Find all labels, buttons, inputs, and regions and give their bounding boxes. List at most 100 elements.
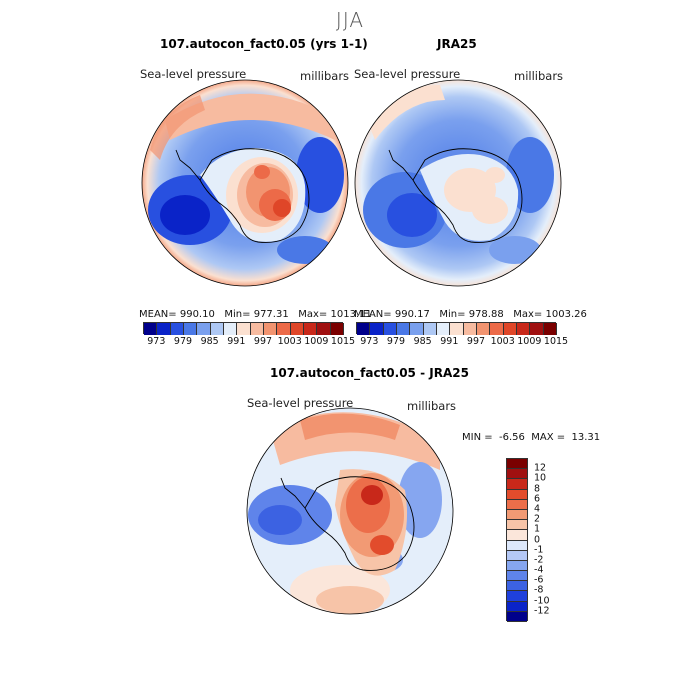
panel2-min-label: Min= bbox=[439, 309, 466, 320]
panel2-colorbar-ticks: 973 979 985 991 997 1003 1009 1015 bbox=[356, 336, 568, 350]
diff-colorbar-tick-label: 6 bbox=[534, 493, 541, 505]
panel2-colorbar-swatch bbox=[543, 323, 557, 335]
panel2-colorbar-tick-label: 991 bbox=[440, 336, 459, 347]
diff-colorbar-tick-label: 0 bbox=[534, 534, 541, 545]
diff-colorbar-swatch bbox=[507, 469, 527, 480]
diff-colorbar-ticks: 12 10 8 6 4 2 1 0 -1 -2 -4 -6 -8 -10 -12 bbox=[534, 458, 584, 621]
diff-colorbar-tick-label: -12 bbox=[534, 605, 550, 617]
diff-units: millibars bbox=[407, 399, 457, 413]
diff-colorbar-swatch bbox=[507, 499, 527, 510]
panel2-colorbar-tick-label: 997 bbox=[466, 336, 486, 347]
panel1-colorbar-swatch bbox=[250, 323, 264, 335]
diff-colorbar-swatch bbox=[507, 489, 527, 500]
panel2-colorbar-swatch bbox=[530, 323, 544, 335]
panel2-colorbar-swatch bbox=[437, 323, 451, 335]
panel2-units: millibars bbox=[514, 69, 564, 83]
map-difference bbox=[247, 408, 453, 614]
panel2-colorbar-tick-label: 985 bbox=[413, 336, 432, 347]
diff-colorbar-tick-label: 10 bbox=[534, 472, 547, 484]
panel1-colorbar-tick-label: 973 bbox=[147, 336, 166, 347]
diff-colorbar-tick-label: -2 bbox=[534, 554, 544, 566]
diff-colorbar-tick-label: 12 bbox=[534, 462, 547, 474]
panel2-variable: Sea-level pressure bbox=[354, 67, 461, 81]
diff-min-value: -6.56 bbox=[498, 432, 525, 443]
panel2-colorbar-tick-label: 1015 bbox=[543, 336, 569, 347]
panel1-variable: Sea-level pressure bbox=[140, 67, 247, 81]
panel1-colorbar-tick-label: 991 bbox=[227, 336, 246, 347]
diff-colorbar-tick-label: -6 bbox=[534, 574, 544, 586]
panel1-title: 107.autocon_fact0.05 (yrs 1-1) bbox=[160, 37, 368, 51]
panel1-colorbar-swatch bbox=[197, 323, 211, 335]
panel2-colorbar-swatch bbox=[357, 323, 371, 335]
diff-colorbar-tick-label: -4 bbox=[534, 564, 544, 576]
panel2-min-value: 978.88 bbox=[468, 309, 504, 320]
panel2-colorbar-swatch bbox=[503, 323, 517, 335]
panel2-mean-label: MEAN= bbox=[354, 309, 392, 320]
panel1-colorbar-swatch bbox=[304, 323, 318, 335]
panel1-min-label: Min= bbox=[224, 309, 251, 320]
panel1-stats: MEAN= 990.10 Min= 977.31 Max= 1013.11 bbox=[139, 309, 372, 320]
diff-colorbar-swatch bbox=[507, 611, 527, 622]
panel2-colorbar-swatch bbox=[383, 323, 397, 335]
panel1-max-label: Max= bbox=[298, 309, 328, 320]
diff-variable: Sea-level pressure bbox=[247, 396, 354, 410]
diff-colorbar-tick-label: 4 bbox=[534, 503, 541, 515]
panel2-max-label: Max= bbox=[513, 309, 543, 320]
diff-colorbar-swatch bbox=[507, 601, 527, 612]
panel2-colorbar-tick-label: 1003 bbox=[490, 336, 515, 347]
diff-min-label: MIN = bbox=[462, 432, 493, 443]
map-model bbox=[142, 80, 348, 286]
panel2-max-value: 1003.26 bbox=[545, 309, 587, 320]
panel1-colorbar-swatch bbox=[170, 323, 184, 335]
map-jra25 bbox=[355, 80, 561, 286]
panel2-colorbar-swatch bbox=[423, 323, 437, 335]
diff-colorbar-swatch bbox=[507, 581, 527, 592]
diff-colorbar-tick-label: 8 bbox=[534, 483, 541, 495]
diff-colorbar-swatch bbox=[507, 591, 527, 602]
panel1-colorbar-swatch bbox=[224, 323, 238, 335]
panel2-colorbar-swatch bbox=[477, 323, 491, 335]
panel2-colorbar bbox=[356, 322, 557, 335]
panel1-units: millibars bbox=[300, 69, 350, 83]
panel1-colorbar-swatch bbox=[264, 323, 278, 335]
panel2-colorbar-swatch bbox=[370, 323, 384, 335]
panel1-colorbar-tick-label: 1015 bbox=[330, 336, 356, 347]
panel1-colorbar-swatch bbox=[317, 323, 331, 335]
diff-colorbar-swatch bbox=[507, 479, 527, 490]
panel1-colorbar-ticks: 973 979 985 991 997 1003 1009 1015 bbox=[143, 336, 355, 350]
panel1-colorbar-tick-label: 1009 bbox=[304, 336, 329, 347]
panel2-colorbar-swatch bbox=[517, 323, 531, 335]
diff-colorbar-swatch bbox=[507, 509, 527, 521]
panel2-mean-value: 990.17 bbox=[394, 309, 430, 320]
diff-colorbar-swatch bbox=[507, 560, 527, 572]
panel1-colorbar-swatch bbox=[330, 323, 344, 335]
panel2-colorbar-tick-label: 973 bbox=[360, 336, 379, 347]
panel2-colorbar-tick-label: 1009 bbox=[517, 336, 542, 347]
panel2-colorbar-swatch bbox=[410, 323, 424, 335]
diff-minmax: MIN = -6.56 MAX = 13.31 bbox=[462, 432, 600, 443]
panel1-colorbar-swatch bbox=[237, 323, 251, 335]
panel1-colorbar-swatch bbox=[144, 323, 158, 335]
panel1-mean-value: 990.10 bbox=[179, 309, 215, 320]
panel1-min-value: 977.31 bbox=[253, 309, 289, 320]
panel1-colorbar-tick-label: 1003 bbox=[277, 336, 302, 347]
diff-colorbar-swatch bbox=[507, 459, 527, 470]
diff-colorbar-swatch bbox=[507, 520, 527, 531]
panel1-colorbar bbox=[143, 322, 344, 335]
panel2-colorbar-swatch bbox=[463, 323, 477, 335]
diff-title: 107.autocon_fact0.05 - JRA25 bbox=[270, 366, 469, 380]
diff-colorbar-tick-label: -8 bbox=[534, 584, 544, 596]
diff-max-label: MAX = bbox=[531, 432, 566, 443]
panel1-colorbar-swatch bbox=[277, 323, 291, 335]
diff-colorbar-tick-label: 2 bbox=[534, 513, 541, 525]
panel1-colorbar-tick-label: 979 bbox=[173, 336, 193, 347]
panel1-colorbar-swatch bbox=[290, 323, 304, 335]
diff-colorbar bbox=[506, 458, 528, 622]
diff-colorbar-tick-label: -10 bbox=[534, 595, 550, 607]
diff-colorbar-swatch bbox=[507, 550, 527, 561]
panel1-max-value: 1013.11 bbox=[330, 309, 372, 320]
panel2-colorbar-tick-label: 979 bbox=[386, 336, 406, 347]
panel1-colorbar-swatch bbox=[210, 323, 224, 335]
diff-colorbar-tick-label: -1 bbox=[534, 544, 544, 556]
